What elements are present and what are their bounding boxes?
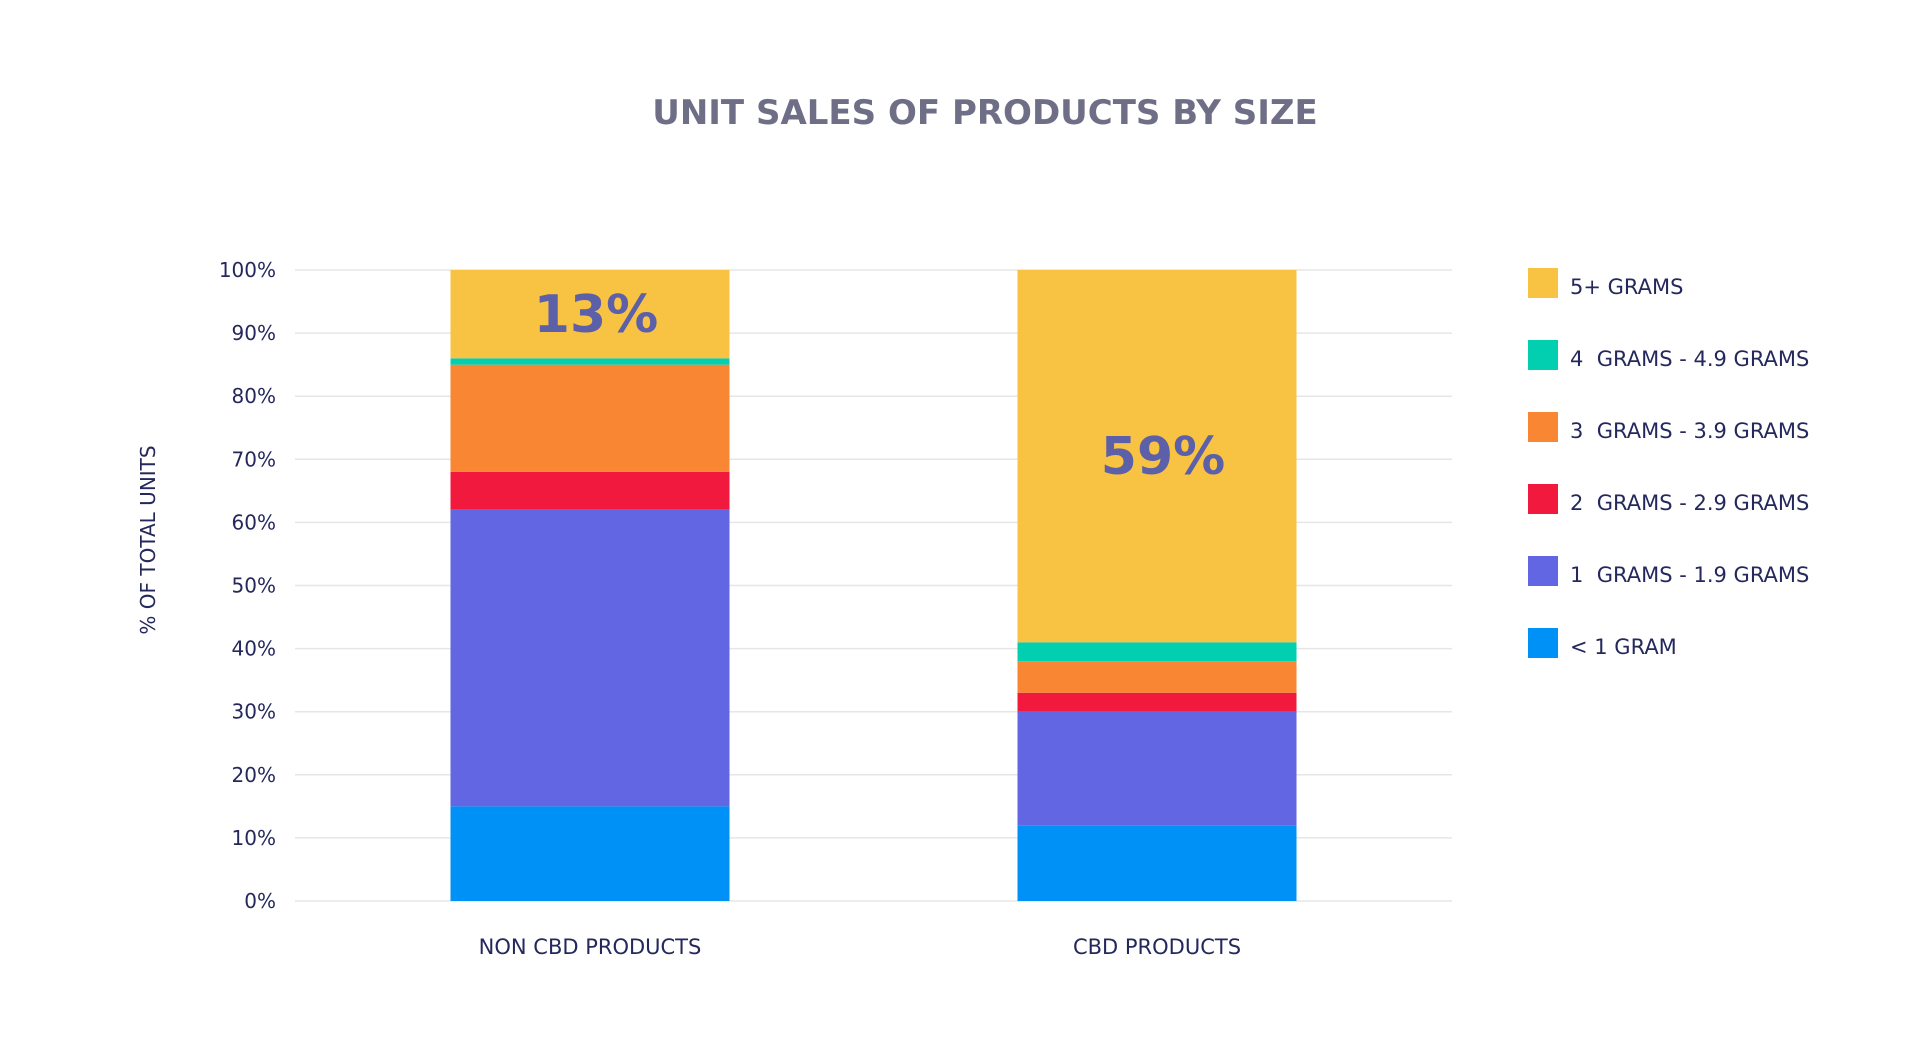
bar-segment: [1017, 661, 1297, 693]
y-tick-label: 70%: [232, 447, 276, 471]
y-tick-label: 90%: [232, 321, 276, 345]
bar-segment: [450, 471, 730, 510]
bar-segment: [1017, 825, 1297, 901]
legend-label: < 1 GRAM: [1570, 635, 1677, 659]
bar-segment: [450, 364, 730, 472]
bar-annotation: 59%: [1101, 427, 1225, 487]
legend-label: 3 GRAMS - 3.9 GRAMS: [1570, 419, 1809, 443]
y-tick-label: 60%: [232, 510, 276, 534]
legend: 5+ GRAMS 4 GRAMS - 4.9 GRAMS 3 GRAMS - 3.9…: [1528, 268, 1809, 659]
bar-segment: [450, 358, 730, 365]
y-axis-title: % OF TOTAL UNITS: [136, 445, 160, 634]
bar-segment: [450, 270, 730, 359]
bar-segment: [1017, 270, 1297, 643]
bar-segment: [450, 509, 730, 807]
bar-segment: [1017, 711, 1297, 826]
annotations: 13% 59%: [534, 285, 1225, 487]
bar-segment: [1017, 692, 1297, 712]
legend-label: 1 GRAMS - 1.9 GRAMS: [1570, 563, 1809, 587]
bar-annotation: 13%: [534, 285, 658, 345]
x-category-label: CBD PRODUCTS: [1073, 935, 1241, 959]
y-tick-label: 80%: [232, 384, 276, 408]
bar-segment: [1017, 642, 1297, 662]
legend-label: 2 GRAMS - 2.9 GRAMS: [1570, 491, 1809, 515]
y-tick-label: 40%: [232, 637, 276, 661]
legend-swatch: [1528, 268, 1558, 298]
y-tick-label: 20%: [232, 763, 276, 787]
x-axis-labels: NON CBD PRODUCTS CBD PRODUCTS: [479, 935, 1241, 959]
legend-swatch: [1528, 412, 1558, 442]
x-category-label: NON CBD PRODUCTS: [479, 935, 702, 959]
legend-swatch: [1528, 340, 1558, 370]
legend-swatch: [1528, 484, 1558, 514]
y-tick-label: 50%: [232, 574, 276, 598]
legend-label: 5+ GRAMS: [1570, 275, 1683, 299]
y-tick-label: 30%: [232, 700, 276, 724]
legend-swatch: [1528, 628, 1558, 658]
y-tick-label: 0%: [244, 889, 276, 913]
bars: [450, 270, 1297, 901]
y-axis-ticks: 0% 10% 20% 30% 40% 50% 60% 70% 80% 90% 100%: [219, 258, 276, 913]
bar-segment: [450, 806, 730, 901]
y-tick-label: 10%: [232, 826, 276, 850]
y-tick-label: 100%: [219, 258, 276, 282]
legend-label: 4 GRAMS - 4.9 GRAMS: [1570, 347, 1809, 371]
legend-swatch: [1528, 556, 1558, 586]
chart-title: UNIT SALES OF PRODUCTS BY SIZE: [652, 93, 1318, 133]
